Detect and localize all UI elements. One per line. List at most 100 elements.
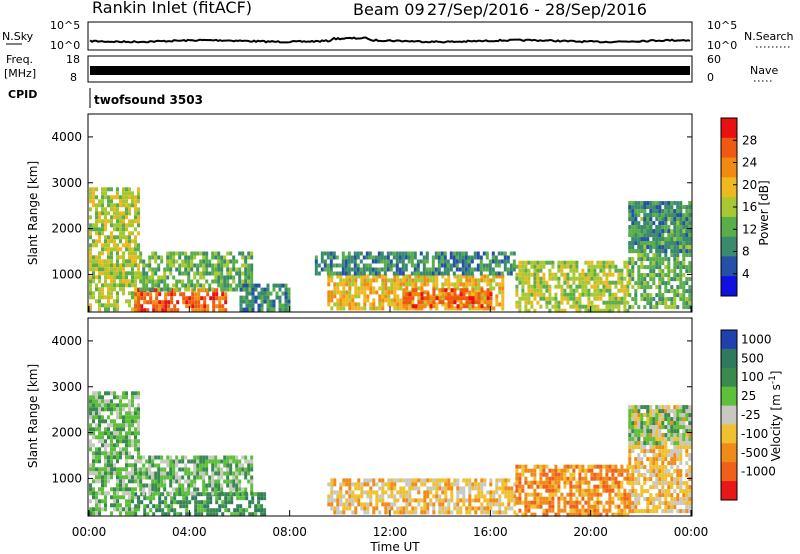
range-gate-cell bbox=[563, 272, 567, 277]
range-gate-cell bbox=[257, 295, 261, 300]
range-gate-cell bbox=[178, 251, 182, 256]
range-gate-cell bbox=[593, 284, 597, 289]
range-gate-cell bbox=[637, 473, 641, 478]
range-gate-cell bbox=[673, 209, 677, 214]
colorbar-tick-label: 25 bbox=[741, 389, 756, 403]
range-gate-cell bbox=[527, 280, 531, 285]
range-gate-cell bbox=[145, 279, 149, 284]
range-gate-cell bbox=[161, 512, 165, 517]
range-gate-cell bbox=[95, 219, 98, 224]
range-gate-cell bbox=[211, 271, 215, 276]
range-gate-cell bbox=[163, 275, 167, 280]
range-gate-cell bbox=[393, 290, 397, 295]
range-gate-cell bbox=[330, 502, 334, 507]
range-gate-cell bbox=[411, 478, 415, 483]
range-gate-cell bbox=[476, 263, 480, 268]
range-gate-cell bbox=[238, 467, 242, 472]
station-title: Rankin Inlet (fitACF) bbox=[92, 0, 252, 17]
range-gate-cell bbox=[116, 403, 119, 408]
range-gate-cell bbox=[623, 284, 627, 289]
range-gate-cell bbox=[640, 241, 644, 246]
range-gate-cell bbox=[423, 298, 427, 303]
range-gate-cell bbox=[673, 289, 677, 294]
range-gate-cell bbox=[554, 304, 558, 309]
range-gate-cell bbox=[646, 497, 650, 502]
range-gate-cell bbox=[611, 296, 615, 301]
range-gate-cell bbox=[342, 294, 346, 299]
range-gate-cell bbox=[356, 255, 360, 260]
range-gate-cell bbox=[673, 429, 677, 434]
range-gate-cell bbox=[333, 482, 337, 487]
range-gate-cell bbox=[155, 300, 159, 305]
range-gate-cell bbox=[652, 509, 656, 514]
range-gate-cell bbox=[545, 284, 549, 289]
range-gate-cell bbox=[658, 265, 662, 270]
range-gate-cell bbox=[590, 508, 594, 513]
range-gate-cell bbox=[527, 508, 531, 513]
range-gate-cell bbox=[157, 279, 161, 284]
nave-label: Nave bbox=[750, 64, 778, 77]
range-gate-cell bbox=[628, 249, 632, 254]
range-gate-cell bbox=[212, 300, 216, 305]
range-gate-cell bbox=[608, 296, 612, 301]
range-gate-cell bbox=[193, 487, 197, 492]
range-gate-cell bbox=[408, 490, 412, 495]
range-gate-cell bbox=[229, 455, 233, 460]
range-gate-cell bbox=[688, 213, 692, 218]
range-gate-cell bbox=[593, 508, 597, 513]
range-gate-cell bbox=[128, 463, 131, 468]
range-gate-cell bbox=[131, 487, 134, 492]
range-gate-cell bbox=[190, 471, 194, 476]
range-gate-cell bbox=[122, 283, 125, 288]
range-gate-cell bbox=[661, 221, 665, 226]
range-gate-cell bbox=[342, 306, 346, 311]
range-gate-cell bbox=[664, 273, 668, 278]
colorbar-swatch bbox=[721, 177, 737, 198]
range-gate-cell bbox=[596, 284, 600, 289]
range-gate-cell bbox=[524, 468, 528, 473]
range-gate-cell bbox=[477, 494, 481, 499]
range-gate-cell bbox=[125, 211, 128, 216]
velocity-ylabel: Slant Range [km] bbox=[26, 364, 40, 468]
range-gate-cell bbox=[167, 504, 171, 509]
range-gate-cell bbox=[260, 504, 264, 509]
range-gate-cell bbox=[146, 504, 150, 509]
range-gate-cell bbox=[190, 263, 194, 268]
range-gate-cell bbox=[435, 286, 439, 291]
range-gate-cell bbox=[566, 280, 570, 285]
range-gate-cell bbox=[428, 267, 432, 272]
range-gate-cell bbox=[101, 271, 104, 276]
range-gate-cell bbox=[272, 287, 276, 292]
range-gate-cell bbox=[339, 498, 343, 503]
range-gate-cell bbox=[119, 471, 122, 476]
range-gate-cell bbox=[167, 300, 171, 305]
range-gate-cell bbox=[670, 501, 674, 506]
range-gate-cell bbox=[444, 494, 448, 499]
range-gate-cell bbox=[533, 296, 537, 301]
range-gate-cell bbox=[587, 292, 591, 297]
range-gate-cell bbox=[450, 482, 454, 487]
range-gate-cell bbox=[530, 300, 534, 305]
range-gate-cell bbox=[673, 437, 677, 442]
range-gate-cell bbox=[235, 463, 239, 468]
range-gate-cell bbox=[163, 483, 167, 488]
range-gate-cell bbox=[655, 469, 659, 474]
range-gate-cell bbox=[602, 488, 606, 493]
range-gate-cell bbox=[122, 275, 125, 280]
range-gate-cell bbox=[432, 304, 436, 309]
range-gate-cell bbox=[260, 307, 264, 312]
range-gate-cell bbox=[113, 455, 116, 460]
range-gate-cell bbox=[211, 455, 215, 460]
nsky-panel-frame bbox=[87, 21, 693, 51]
range-gate-cell bbox=[119, 247, 122, 252]
range-gate-cell bbox=[658, 469, 662, 474]
range-gate-cell bbox=[417, 486, 421, 491]
range-gate-cell bbox=[131, 511, 134, 516]
range-gate-cell bbox=[676, 501, 680, 506]
range-gate-cell bbox=[649, 501, 653, 506]
range-gate-cell bbox=[187, 271, 191, 276]
range-gate-cell bbox=[679, 245, 683, 250]
range-gate-cell bbox=[685, 225, 689, 230]
range-gate-cell bbox=[646, 297, 650, 302]
range-gate-cell bbox=[557, 300, 561, 305]
